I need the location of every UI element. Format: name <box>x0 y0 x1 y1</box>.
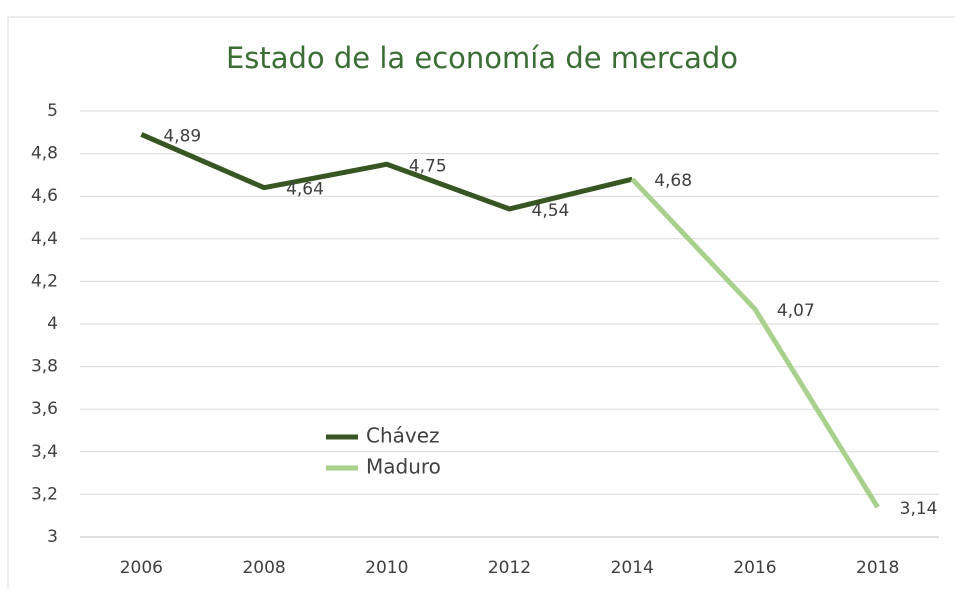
y-tick-label: 4,6 <box>31 186 58 206</box>
y-tick-label: 3,6 <box>31 399 58 419</box>
legend-label: Chávez <box>366 424 440 448</box>
data-label: 4,75 <box>409 156 447 176</box>
data-label: 3,14 <box>900 499 938 519</box>
data-label: 4,07 <box>777 301 815 321</box>
line <box>140 132 633 212</box>
x-tick-label: 2006 <box>120 558 163 578</box>
x-tick-label: 2010 <box>365 558 408 578</box>
x-tick-label: 2016 <box>733 558 776 578</box>
y-tick-label: 4,4 <box>31 229 58 249</box>
line <box>630 177 880 509</box>
y-tick-label: 4,2 <box>31 271 58 291</box>
y-tick-label: 5 <box>47 101 58 121</box>
x-tick-label: 2008 <box>242 558 285 578</box>
y-tick-label: 3,4 <box>31 442 58 462</box>
data-label: 4,54 <box>532 201 570 221</box>
data-label: 4,68 <box>654 171 692 191</box>
x-tick-label: 2018 <box>856 558 899 578</box>
chart-border <box>7 16 955 589</box>
y-tick-label: 4,8 <box>31 144 58 164</box>
x-tick-label: 2014 <box>611 558 654 578</box>
y-tick-label: 3,2 <box>31 484 58 504</box>
legend-label: Maduro <box>366 455 441 479</box>
y-tick-label: 3 <box>47 527 58 547</box>
data-label: 4,89 <box>163 126 201 146</box>
y-tick-label: 3,8 <box>31 357 58 377</box>
chart-title: Estado de la economía de mercado <box>226 41 738 75</box>
x-tick-label: 2012 <box>488 558 531 578</box>
data-label: 4,64 <box>286 180 324 200</box>
y-tick-label: 4 <box>47 314 58 334</box>
